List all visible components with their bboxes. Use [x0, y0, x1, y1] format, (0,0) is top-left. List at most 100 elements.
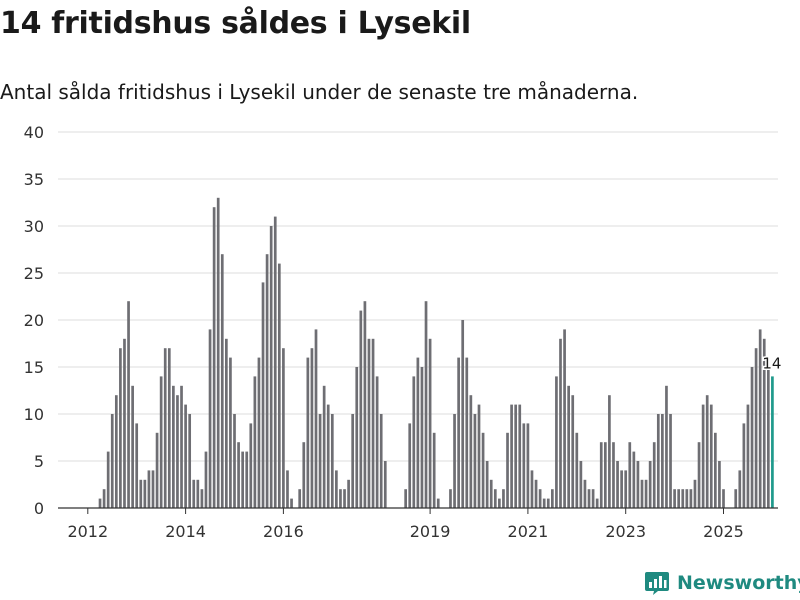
y-tick-label: 0 — [34, 499, 44, 518]
bar — [766, 367, 770, 508]
bar — [298, 489, 302, 508]
bar — [127, 301, 130, 508]
bar — [355, 367, 359, 508]
bar — [514, 404, 518, 508]
newsworthy-logo: Newsworthy — [644, 570, 800, 596]
bar — [750, 367, 754, 508]
bar — [151, 470, 155, 508]
bar — [196, 479, 200, 508]
bar — [371, 338, 375, 508]
y-tick-label: 35 — [24, 170, 44, 189]
bar — [579, 461, 583, 508]
bar — [131, 385, 134, 508]
bar — [608, 395, 611, 508]
bar — [489, 479, 493, 508]
bar — [383, 461, 387, 508]
bar — [216, 197, 220, 509]
bar-latest — [771, 376, 774, 508]
bar — [498, 498, 501, 508]
bar — [620, 470, 623, 508]
bar — [722, 489, 725, 508]
latest-value-label: 14 — [762, 354, 781, 372]
bar — [754, 348, 758, 508]
bar — [469, 395, 473, 508]
y-tick-label: 10 — [24, 405, 44, 424]
bar — [172, 385, 175, 508]
bar — [416, 357, 420, 508]
bar — [257, 357, 261, 508]
bar — [449, 489, 452, 508]
newsworthy-logo-text: Newsworthy — [677, 572, 800, 594]
bar — [424, 301, 428, 508]
bar — [159, 376, 163, 508]
newsworthy-logo-icon — [645, 572, 669, 595]
bar — [302, 442, 306, 508]
y-tick-label: 20 — [24, 311, 44, 330]
bar — [229, 357, 232, 508]
bar — [522, 423, 526, 508]
bar — [343, 489, 346, 508]
bar — [530, 470, 534, 508]
bar — [404, 489, 407, 508]
bar — [595, 498, 599, 508]
bar — [155, 432, 159, 508]
bar — [485, 461, 489, 508]
bar — [102, 489, 106, 508]
bar — [106, 451, 110, 508]
x-tick-label: 2025 — [703, 522, 744, 541]
bar — [253, 376, 257, 508]
bar — [734, 489, 738, 508]
bar — [746, 404, 750, 508]
bar — [493, 489, 497, 508]
bar — [546, 498, 550, 508]
bar — [656, 414, 660, 508]
bar — [335, 470, 338, 508]
bar — [563, 329, 566, 508]
bar — [555, 376, 558, 508]
bar — [705, 395, 709, 508]
bars — [98, 197, 774, 509]
bar — [167, 348, 171, 508]
bar — [709, 404, 713, 508]
bar — [461, 320, 465, 508]
bar — [591, 489, 595, 508]
bar — [351, 414, 355, 508]
x-tick-label: 2012 — [67, 522, 108, 541]
bar — [640, 479, 644, 508]
bar — [225, 338, 228, 508]
bar — [542, 498, 546, 508]
bar — [208, 329, 212, 508]
bar — [220, 254, 224, 508]
y-axis: 0 5 10 15 20 25 30 35 40 — [24, 123, 44, 518]
bar — [567, 385, 570, 508]
bar — [310, 348, 314, 508]
chart-subtitle: Antal sålda fritidshus i Lysekil under d… — [0, 80, 639, 104]
bar — [632, 451, 636, 508]
bar — [123, 338, 126, 508]
y-tick-label: 5 — [34, 452, 44, 471]
bar — [538, 489, 542, 508]
bar — [481, 432, 485, 508]
x-tick-label: 2021 — [508, 522, 549, 541]
bar — [758, 329, 762, 508]
bar — [322, 385, 326, 508]
x-tick-label: 2023 — [605, 522, 646, 541]
chart-title: 14 fritidshus såldes i Lysekil — [0, 6, 471, 41]
bar — [269, 226, 273, 508]
bar — [282, 348, 285, 508]
bar — [477, 404, 481, 508]
bar — [184, 404, 187, 508]
bar — [665, 385, 668, 508]
bar — [114, 395, 118, 508]
bar — [465, 357, 469, 508]
bar — [559, 338, 562, 508]
bar — [314, 329, 318, 508]
bar — [367, 338, 371, 508]
bar — [330, 414, 334, 508]
bar — [249, 423, 253, 508]
bar — [681, 489, 685, 508]
bar — [200, 489, 204, 508]
bar — [583, 479, 587, 508]
bar — [290, 498, 293, 508]
